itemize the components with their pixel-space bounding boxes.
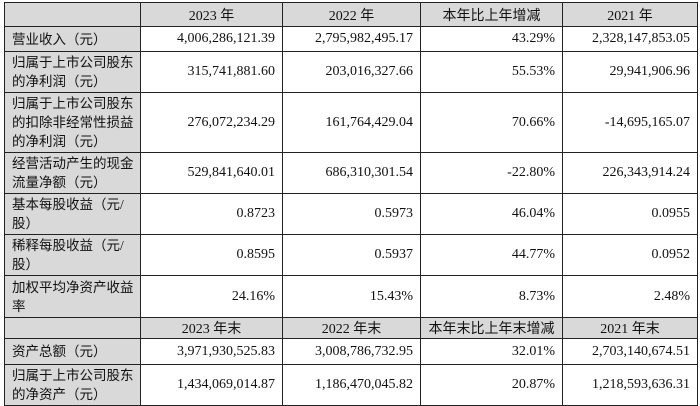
metric-label: 加权平均净资产收益率	[4, 275, 141, 318]
metric-value-2022: 15.43%	[282, 275, 421, 318]
yearend-column-header-2023: 2023 年末	[140, 317, 283, 339]
metric-value-2021: 2,328,147,853.05	[562, 26, 698, 52]
metric-value-2022: 1,186,470,045.82	[282, 364, 421, 406]
metric-value-2023: 315,741,881.60	[140, 51, 283, 93]
metric-label: 基本每股收益（元/股）	[4, 193, 141, 235]
metric-value-2023: 24.16%	[140, 275, 283, 318]
metric-change: 70.66%	[420, 92, 563, 153]
metric-label: 归属于上市公司股东的净利润（元）	[4, 51, 141, 93]
metric-value-2023: 1,434,069,014.87	[140, 364, 283, 406]
metric-label: 归属于上市公司股东的净资产（元）	[4, 364, 141, 406]
metric-change: 8.73%	[420, 275, 563, 318]
year-column-header-2021: 2021 年	[562, 2, 698, 27]
metric-value-2023: 276,072,234.29	[140, 92, 283, 153]
metric-change: 20.87%	[420, 364, 563, 406]
table-header-row-year-end: 2023 年末 2022 年末 本年末比上年末增减 2021 年末	[4, 317, 698, 339]
metric-value-2023: 4,006,286,121.39	[140, 26, 283, 52]
metric-value-2021: 2.48%	[562, 275, 698, 318]
metric-label: 资产总额（元）	[4, 338, 141, 365]
metric-value-2022: 2,795,982,495.17	[282, 26, 421, 52]
table-row: 归属于上市公司股东的净利润（元） 315,741,881.60 203,016,…	[4, 51, 698, 93]
metric-value-2021: 2,703,140,674.51	[562, 338, 698, 365]
metric-label: 稀释每股收益（元/股）	[4, 234, 141, 276]
table-row: 营业收入（元） 4,006,286,121.39 2,795,982,495.1…	[4, 26, 698, 52]
metric-value-2022: 686,310,301.54	[282, 152, 421, 194]
table-row: 稀释每股收益（元/股） 0.8595 0.5937 44.77% 0.0952	[4, 234, 698, 276]
corner-cell	[4, 317, 141, 339]
metric-value-2022: 203,016,327.66	[282, 51, 421, 93]
metric-value-2021: 1,218,593,636.31	[562, 364, 698, 406]
corner-cell	[4, 2, 141, 27]
yearend-change-column-header: 本年末比上年末增减	[420, 317, 563, 339]
metric-value-2022: 3,008,786,732.95	[282, 338, 421, 365]
metric-label: 经营活动产生的现金流量净额（元）	[4, 152, 141, 194]
metric-value-2021: 0.0955	[562, 193, 698, 235]
metric-value-2022: 0.5973	[282, 193, 421, 235]
metric-change: 44.77%	[420, 234, 563, 276]
table-row: 基本每股收益（元/股） 0.8723 0.5973 46.04% 0.0955	[4, 193, 698, 235]
year-column-header-2023: 2023 年	[140, 2, 283, 27]
metric-value-2022: 0.5937	[282, 234, 421, 276]
metric-change: 43.29%	[420, 26, 563, 52]
table-row: 归属于上市公司股东的扣除非经常性损益的净利润（元） 276,072,234.29…	[4, 92, 698, 153]
table-row: 经营活动产生的现金流量净额（元） 529,841,640.01 686,310,…	[4, 152, 698, 194]
metric-label: 归属于上市公司股东的扣除非经常性损益的净利润（元）	[4, 92, 141, 153]
metric-value-2023: 0.8595	[140, 234, 283, 276]
yoy-change-column-header: 本年比上年增减	[420, 2, 563, 27]
metric-value-2023: 0.8723	[140, 193, 283, 235]
metric-value-2021: 0.0952	[562, 234, 698, 276]
table-row: 加权平均净资产收益率 24.16% 15.43% 8.73% 2.48%	[4, 275, 698, 318]
metric-change: 32.01%	[420, 338, 563, 365]
metric-value-2021: 226,343,914.24	[562, 152, 698, 194]
financial-summary-table: 2023 年 2022 年 本年比上年增减 2021 年 营业收入（元） 4,0…	[4, 2, 698, 406]
yearend-column-header-2021: 2021 年末	[562, 317, 698, 339]
metric-change: -22.80%	[420, 152, 563, 194]
yearend-column-header-2022: 2022 年末	[282, 317, 421, 339]
table-row: 归属于上市公司股东的净资产（元） 1,434,069,014.87 1,186,…	[4, 364, 698, 406]
metric-value-2023: 3,971,930,525.83	[140, 338, 283, 365]
table-header-row-annual: 2023 年 2022 年 本年比上年增减 2021 年	[4, 2, 698, 27]
metric-value-2021: 29,941,906.96	[562, 51, 698, 93]
metric-value-2022: 161,764,429.04	[282, 92, 421, 153]
metric-value-2023: 529,841,640.01	[140, 152, 283, 194]
year-column-header-2022: 2022 年	[282, 2, 421, 27]
metric-change: 55.53%	[420, 51, 563, 93]
metric-value-2021: -14,695,165.07	[562, 92, 698, 153]
metric-change: 46.04%	[420, 193, 563, 235]
table-row: 资产总额（元） 3,971,930,525.83 3,008,786,732.9…	[4, 338, 698, 365]
metric-label: 营业收入（元）	[4, 26, 141, 52]
